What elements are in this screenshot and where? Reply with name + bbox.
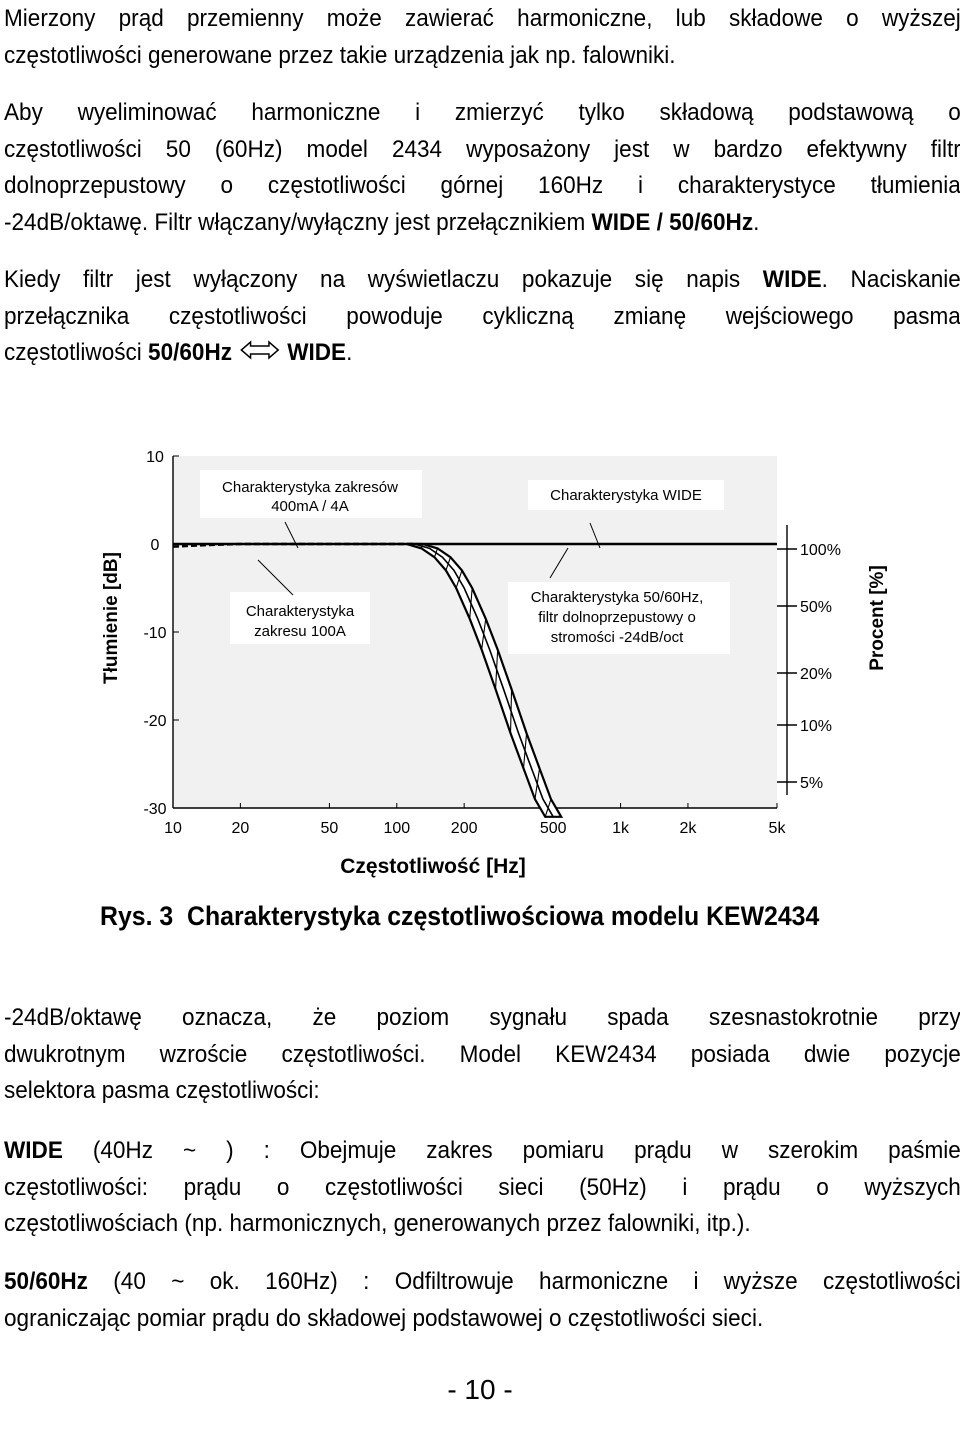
right-tick-label: 100% — [800, 542, 841, 559]
annotation-text: Charakterystyka zakresów — [222, 479, 398, 496]
page-number: - 10 - — [447, 1374, 513, 1405]
switch-name: WIDE / 50/60Hz — [591, 208, 754, 236]
slope-paragraph: -24dB/oktawę oznacza, że poziom sygnału … — [4, 1000, 960, 1110]
filter-paragraph: Aby wyeliminować harmoniczne i zmierzyć … — [4, 95, 960, 241]
display-paragraph: Kiedy filtr jest wyłączony na wyświetlac… — [4, 262, 960, 372]
filter-curve — [414, 543, 554, 818]
figure-caption: Rys. 3 Charakterystyka częstotliwościowa… — [100, 901, 819, 932]
text-line: częstotliwości 50/60Hz WIDE. — [4, 335, 960, 372]
y-axis-title: Tłumienie [dB] — [101, 552, 122, 684]
x-tick-label: 50 — [321, 820, 339, 837]
range-curve — [172, 542, 415, 548]
text-line: Mierzony prąd przemienny może zawierać h… — [4, 5, 960, 32]
text-line: -24dB/oktawę oznacza, że poziom sygnału … — [4, 1004, 960, 1031]
x-tick-label: 1k — [612, 820, 630, 837]
x-tick-label: 10 — [164, 820, 182, 837]
leader-line — [549, 547, 569, 579]
text-run: (40 ~ ok. 160Hz) : Odfiltrowuje harmonic… — [87, 1268, 960, 1295]
figure-number: Rys. 3 — [100, 901, 174, 931]
mode-name: 50/60Hz — [148, 339, 233, 366]
text-run: -24dB/oktawę. Filtr włączany/wyłączny je… — [4, 208, 592, 236]
x-tick-label: 5k — [769, 820, 787, 837]
right-tick-label: 20% — [800, 666, 832, 683]
text-line: przełącznika częstotliwości powoduje cyk… — [4, 302, 960, 330]
x-tick-label: 20 — [231, 820, 249, 837]
right-tick-label: 10% — [800, 718, 832, 735]
y-tick-label: -10 — [143, 625, 166, 642]
text-line: Kiedy filtr jest wyłączony na wyświetlac… — [4, 262, 960, 299]
text-run: . Naciskanie — [821, 266, 960, 293]
x-tick-label: 100 — [383, 820, 410, 837]
y-tick-label: -30 — [143, 801, 166, 818]
text-line: dwukrotnym wzroście częstotliwości. Mode… — [4, 1040, 960, 1068]
right-tick-label: 50% — [800, 599, 832, 616]
annotation-box — [508, 582, 730, 654]
intro-paragraph: Mierzony prąd przemienny może zawierać h… — [4, 1, 960, 74]
y-tick-label: 10 — [146, 449, 164, 466]
x-tick-label: 500 — [540, 820, 567, 837]
text-line: Aby wyeliminować harmoniczne i zmierzyć … — [4, 99, 960, 126]
mode-name: WIDE — [4, 1137, 63, 1164]
text-run: częstotliwości — [4, 339, 149, 366]
y-tick-label: 0 — [151, 537, 160, 554]
text-line: WIDE (40Hz ~ ) : Obejmuje zakres pomiaru… — [4, 1133, 960, 1170]
figure-title: Charakterystyka częstotliwościowa modelu… — [187, 901, 820, 931]
annotation-text: Charakterystyka WIDE — [550, 487, 702, 504]
annotation-text: stromości -24dB/oct — [551, 629, 684, 646]
text-line: częstotliwości: prądu o częstotliwości s… — [4, 1173, 960, 1201]
text-line: 50/60Hz (40 ~ ok. 160Hz) : Odfiltrowuje … — [4, 1264, 960, 1301]
y-tick-label: -20 — [143, 713, 166, 730]
text-line: selektora pasma częstotliwości: — [4, 1077, 320, 1104]
annotation-box — [200, 470, 422, 518]
leader-line — [257, 559, 294, 596]
leader-line — [284, 521, 299, 549]
annotation-text: Charakterystyka 50/60Hz, — [531, 589, 704, 606]
annotation-box — [230, 592, 370, 644]
annotation-box — [528, 480, 724, 510]
mode-name: WIDE — [287, 339, 347, 366]
text-run: . — [753, 208, 760, 236]
mode-name: WIDE — [762, 266, 822, 293]
right-axis-title: Procent [%] — [867, 565, 888, 671]
text-line: ograniczając pomiar prądu do składowej p… — [4, 1304, 764, 1332]
x-tick-label: 2k — [679, 820, 697, 837]
x-axis-title: Częstotliwość [Hz] — [340, 855, 526, 878]
annotation-text: 400mA / 4A — [271, 498, 349, 515]
annotation-text: Charakterystyka — [246, 603, 355, 620]
annotation-text: filtr dolnoprzepustowy o — [538, 609, 696, 626]
double-arrow-icon — [239, 335, 280, 372]
wide-mode-paragraph: WIDE (40Hz ~ ) : Obejmuje zakres pomiaru… — [4, 1133, 960, 1243]
text-run: (40Hz ~ ) : Obejmuje zakres pomiaru prąd… — [62, 1137, 960, 1164]
right-tick-label: 5% — [800, 775, 823, 792]
5060-mode-paragraph: 50/60Hz (40 ~ ok. 160Hz) : Odfiltrowuje … — [4, 1264, 960, 1337]
annotation-text: zakresu 100A — [254, 623, 346, 640]
text-line: częstotliwościach (np. harmonicznych, ge… — [4, 1210, 751, 1237]
mode-name: 50/60Hz — [4, 1268, 88, 1295]
x-tick-label: 200 — [451, 820, 478, 837]
text-line: dolnoprzepustowy o częstotliwości górnej… — [4, 172, 960, 199]
text-line: częstotliwości 50 (60Hz) model 2434 wypo… — [4, 135, 960, 163]
text-line: częstotliwości generowane przez takie ur… — [4, 41, 676, 69]
text-run: . — [346, 339, 353, 366]
text-run: Kiedy filtr jest wyłączony na wyświetlac… — [4, 266, 763, 293]
text-line: -24dB/oktawę. Filtr włączany/wyłączny je… — [4, 205, 960, 242]
leader-line — [589, 522, 601, 549]
